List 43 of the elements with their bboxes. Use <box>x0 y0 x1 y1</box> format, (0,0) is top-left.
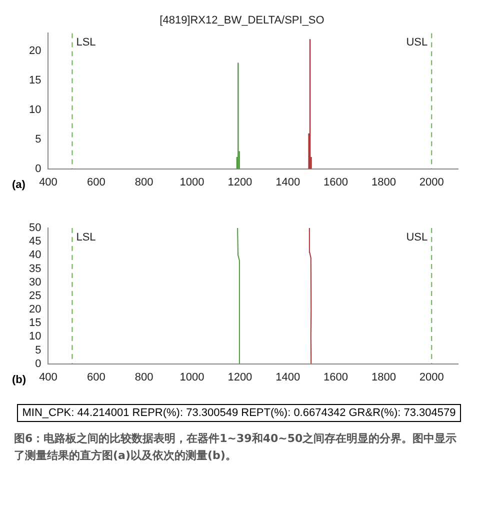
text: (a) <box>12 178 26 191</box>
x-tick-label: 1600 <box>324 176 348 188</box>
y-tick-label: 0 <box>35 162 42 175</box>
ref-line-label: LSL <box>76 232 96 244</box>
y-tick-label: 35 <box>28 262 42 275</box>
y-tick-label: 5 <box>35 344 42 356</box>
x-tick-label: 400 <box>39 371 58 384</box>
y-tick-label: 20 <box>28 44 42 57</box>
x-tick-label: 600 <box>86 176 106 188</box>
x-tick-label: 2000 <box>419 176 444 188</box>
x-tick-label: 1800 <box>371 176 396 188</box>
y-tick-label: 10 <box>28 330 42 343</box>
y-tick-label: 25 <box>28 290 42 302</box>
text: (b) <box>12 374 26 386</box>
ref-line-label: USL <box>406 232 428 244</box>
y-tick-label: 0 <box>35 358 42 370</box>
x-tick-label: 600 <box>86 371 106 384</box>
x-tick-label: 1400 <box>276 176 300 188</box>
x-tick-label: 1200 <box>228 176 252 188</box>
y-tick-label: 40 <box>28 249 42 262</box>
y-tick-label: 15 <box>28 74 42 86</box>
y-tick-label: 10 <box>28 104 42 116</box>
x-tick-label: 1200 <box>228 371 252 384</box>
x-tick-label: 400 <box>39 176 58 188</box>
x-tick-label: 1000 <box>180 176 204 188</box>
y-tick-label: 45 <box>28 236 42 248</box>
y-tick-label: 15 <box>28 317 42 330</box>
x-tick-label: 800 <box>134 371 154 384</box>
y-tick-label: 30 <box>28 276 42 288</box>
y-tick-label: 50 <box>28 222 42 234</box>
chart-title: [4819]RX12_BW_DELTA/SPI_SO <box>160 14 325 27</box>
x-tick-label: 1800 <box>371 371 396 384</box>
caption: 图6：电路板之间的比较数据表明，在器件1~39和40~50之间存在明显的分界。图中显示了测量结果的直方图(a)以及依次的测量(b)。 <box>13 431 458 464</box>
x-tick-label: 800 <box>134 176 154 188</box>
y-tick-label: 5 <box>35 133 42 146</box>
text: MIN_CPK: 44.214001 REPR(%): 73.300549 REPT(%): 0.6674342 GR&R(%): 73.304579 <box>17 404 461 422</box>
y-tick-label: 20 <box>28 304 42 316</box>
x-tick-label: 1400 <box>276 371 300 384</box>
ref-line-label: LSL <box>76 36 96 49</box>
x-tick-label: 1600 <box>324 371 348 384</box>
x-tick-label: 2000 <box>419 371 444 384</box>
ref-line-label: USL <box>406 36 428 49</box>
x-tick-label: 1000 <box>180 371 204 384</box>
